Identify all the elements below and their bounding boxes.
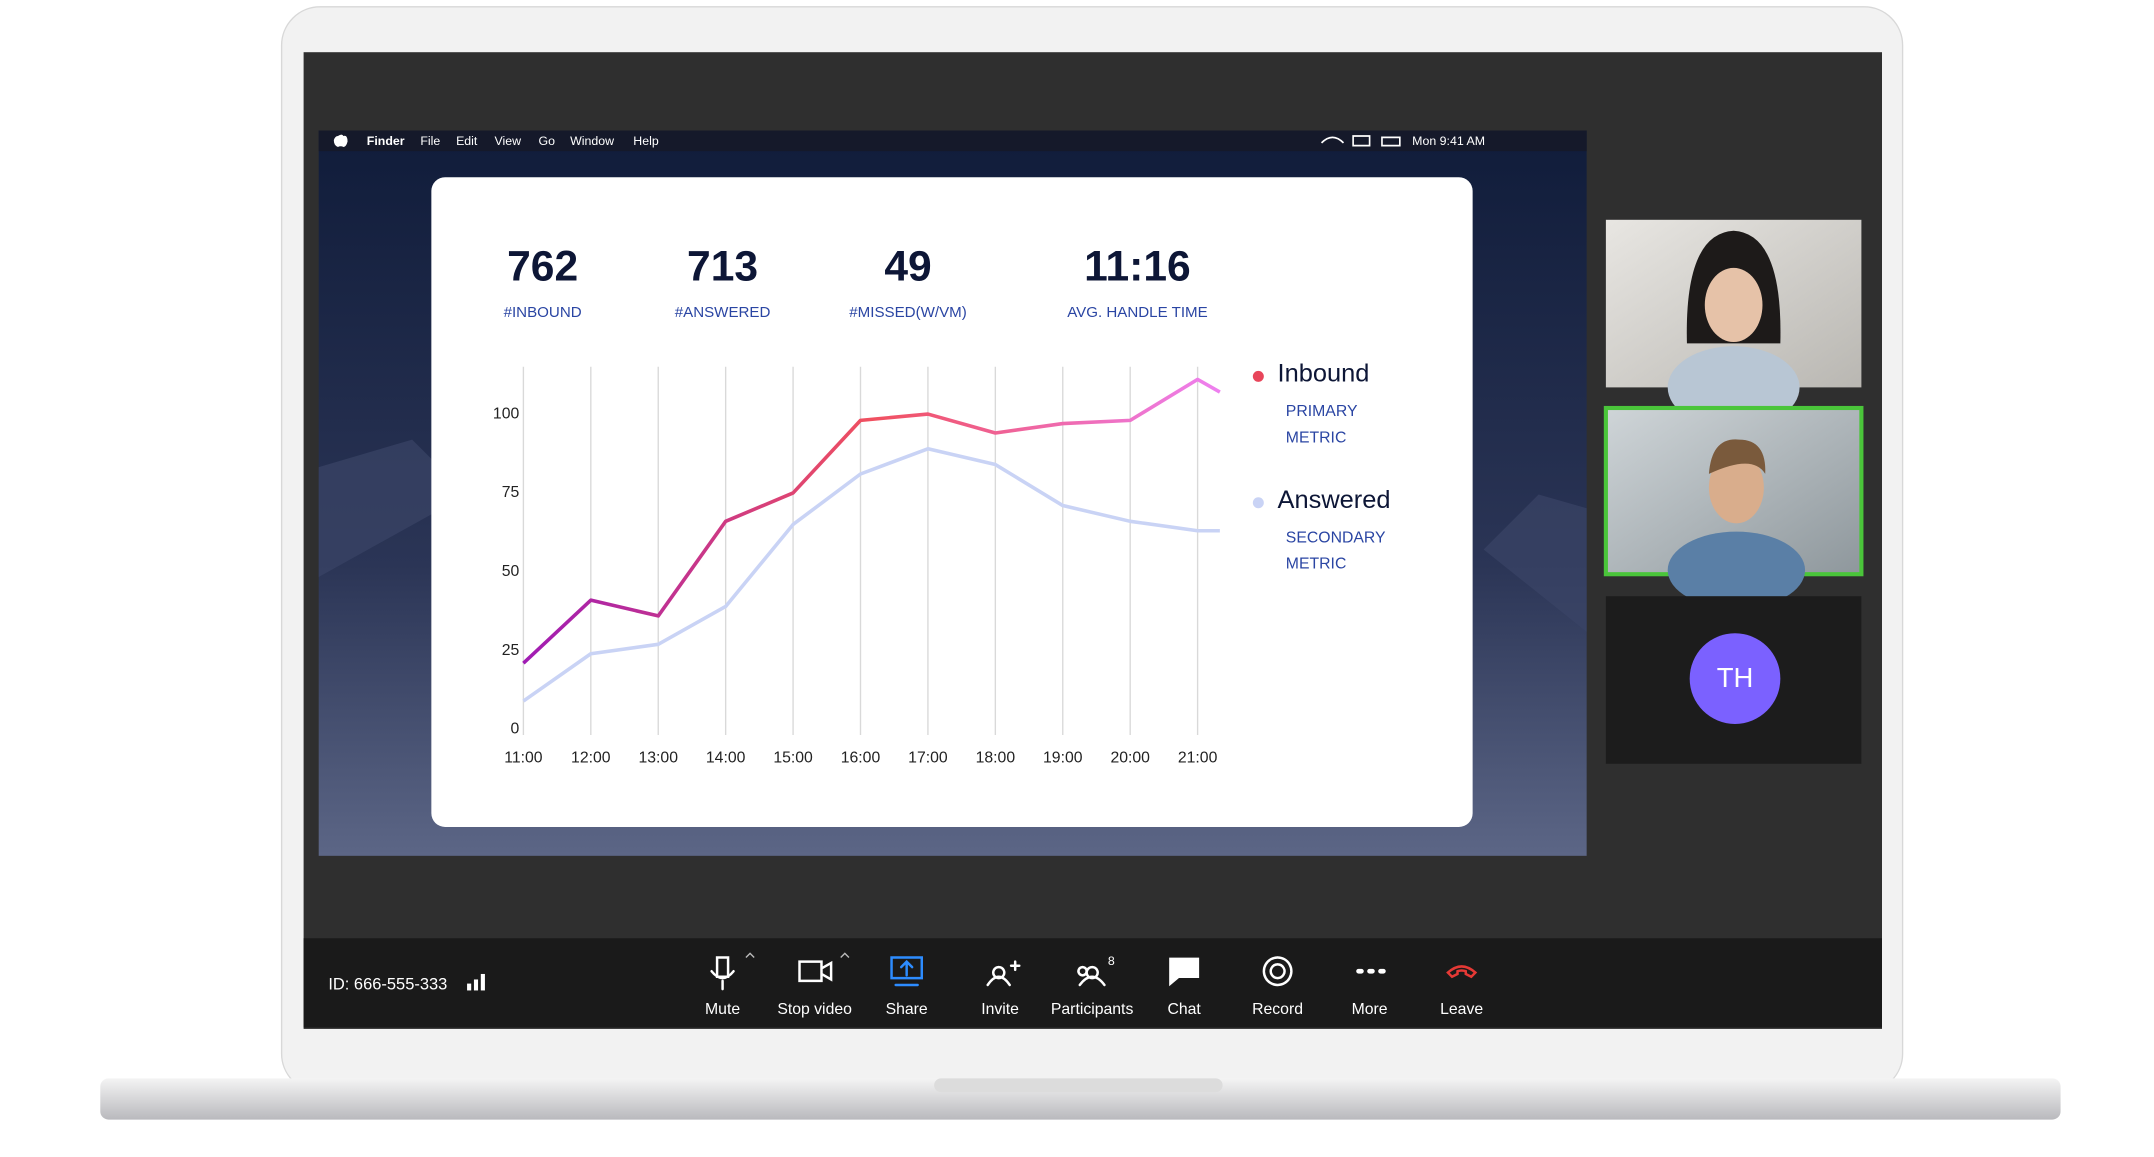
laptop-base (100, 1078, 2061, 1120)
stat-label: #MISSED(W/VM) (849, 304, 967, 321)
caret[interactable] (840, 952, 850, 958)
dashboard-card (431, 177, 1473, 827)
button-label: Mute (705, 1001, 740, 1018)
person-face (1704, 267, 1763, 343)
menu-item[interactable]: Edit (456, 134, 478, 148)
x-tick-label: 14:00 (706, 749, 746, 766)
button-label: Participants (1051, 1001, 1134, 1018)
legend-note-box: SECONDARY METRIC (1285, 530, 1386, 573)
stat-value: 11:16 (1084, 242, 1191, 290)
button-label: Invite (981, 1001, 1019, 1018)
x-tick-label: 13:00 (638, 749, 678, 766)
toolbar-button[interactable]: Participants (1051, 965, 1134, 1018)
button-label: Record (1252, 1001, 1303, 1018)
x-tick-label: 12:00 (571, 749, 611, 766)
apple-icon (333, 134, 348, 147)
toolbar-buttons: Mute Stop video Share Invite Participants Cha… (705, 952, 1483, 1018)
menubar-clock: Mon 9:41 AM (1412, 134, 1485, 148)
button-icon (1446, 965, 1478, 979)
avatar (1689, 633, 1781, 724)
legend-name: Answered (1278, 486, 1391, 514)
stat-value: 762 (507, 242, 578, 290)
y-tick-label: 100 (493, 405, 520, 422)
y-tick-label: 50 (502, 563, 520, 580)
stat-value: 713 (687, 242, 758, 290)
legend-note-box: PRIMARY METRIC (1285, 403, 1358, 447)
stat-label: #INBOUND (504, 304, 582, 321)
button-icon (798, 960, 833, 983)
legend-dot (1252, 370, 1264, 382)
button-icon (1262, 956, 1293, 987)
toolbar-button[interactable]: More (1352, 968, 1388, 1018)
y-tick-label: 75 (502, 484, 520, 501)
avatar-initials: TH (1717, 662, 1754, 693)
x-tick-label: 16:00 (841, 749, 881, 766)
toolbar-button[interactable]: Invite (981, 960, 1021, 1018)
participants-count: 8 (1108, 954, 1115, 968)
legend-note: SECONDARY METRIC (1285, 530, 1386, 573)
status-icon (1381, 136, 1401, 147)
button-label: Chat (1167, 1001, 1201, 1018)
button-icon (986, 960, 1021, 987)
button-label: Share (886, 1001, 928, 1018)
menu-item[interactable]: File (420, 134, 440, 148)
toolbar-button[interactable]: Mute (705, 956, 740, 1018)
legend-note: PRIMARY METRIC (1285, 403, 1358, 447)
stat-value: 49 (884, 242, 931, 290)
chart: 11:00 12:00 13:00 14:00 15:00 16:00 17:00 18:00… (493, 360, 1391, 767)
x-tick-label: 21:00 (1178, 749, 1218, 766)
stat-label: AVG. HANDLE TIME (1067, 304, 1208, 321)
y-tick-label: 25 (502, 642, 520, 659)
x-tick-label: 11:00 (504, 749, 543, 766)
legend-name: Inbound (1278, 360, 1370, 388)
menu-item[interactable]: Help (633, 134, 659, 148)
data-line (522, 377, 1221, 665)
toolbar-button[interactable]: Share (886, 956, 928, 1018)
person-hair (1708, 439, 1766, 474)
toolbar-button[interactable]: Leave (1440, 965, 1483, 1018)
stat-label: #ANSWERED (675, 304, 771, 321)
button-icon (890, 956, 924, 987)
meeting-id: ID: 666-555-333 (328, 975, 447, 993)
legend-dot (1252, 497, 1264, 509)
button-icon (1077, 965, 1106, 987)
button-label: Stop video (777, 1001, 852, 1018)
toolbar-button[interactable]: Record (1252, 956, 1303, 1018)
x-tick-label: 20:00 (1110, 749, 1150, 766)
menu-item[interactable]: Window (570, 134, 614, 148)
button-icon (1169, 957, 1200, 987)
button-label: More (1352, 1001, 1388, 1018)
menu-item[interactable]: Go (539, 134, 556, 148)
button-icon (710, 956, 735, 991)
toolbar-button[interactable]: Chat (1167, 957, 1201, 1018)
laptop-notch (934, 1078, 1223, 1093)
x-tick-label: 15:00 (773, 749, 813, 766)
y-tick-label: 0 (510, 721, 519, 738)
button-label: Leave (1440, 1001, 1483, 1018)
status-icon (1320, 136, 1345, 144)
menubar (318, 130, 1587, 152)
x-tick-label: 18:00 (976, 749, 1016, 766)
x-tick-label: 19:00 (1043, 749, 1083, 766)
caret[interactable] (745, 952, 755, 958)
toolbar-button[interactable]: Stop video (777, 960, 852, 1018)
person-body (1667, 531, 1806, 609)
signal-icon (467, 973, 485, 991)
toolbar (303, 938, 1882, 1028)
menu-item[interactable]: View (495, 134, 522, 148)
menu-item[interactable]: Finder (367, 134, 405, 148)
x-tick-label: 17:00 (908, 749, 948, 766)
data-line (522, 446, 1220, 703)
status-icon (1352, 135, 1371, 147)
person-face (1708, 451, 1764, 524)
